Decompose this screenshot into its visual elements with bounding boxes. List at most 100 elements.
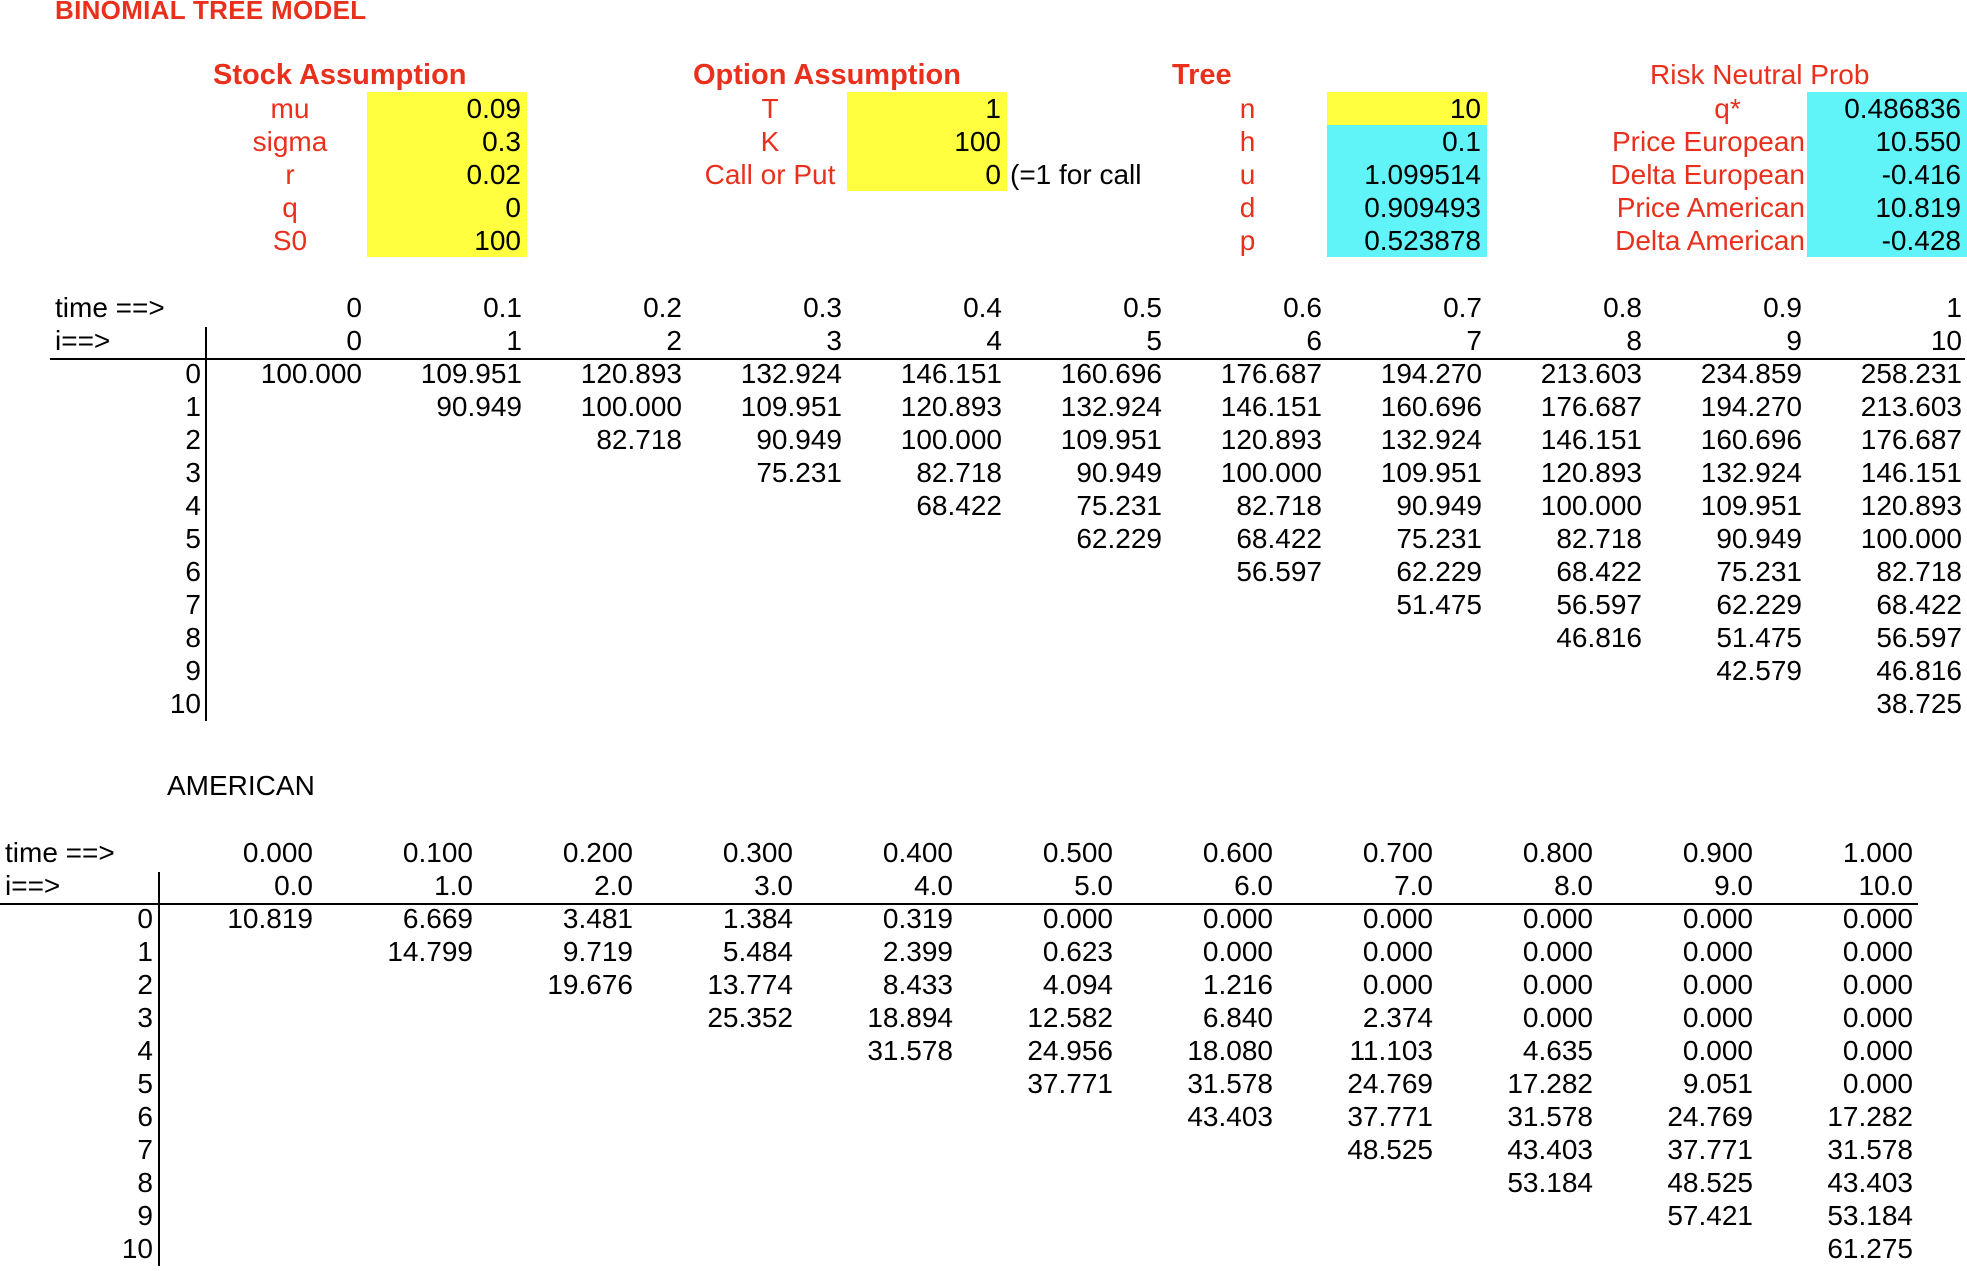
stock-tree-cell: 75.231 xyxy=(1716,556,1802,587)
american-tree-row-label: 1 xyxy=(137,936,153,967)
tree-label-n: n xyxy=(1239,93,1256,124)
stock-input-mu[interactable]: 0.09 xyxy=(367,92,527,125)
stock-tree-time-label: time ==> xyxy=(55,292,165,323)
option-input-k[interactable]: 100 xyxy=(847,125,1007,158)
american-tree-cell: 31.578 xyxy=(1187,1068,1273,1099)
american-tree-step-header: 9.0 xyxy=(1714,870,1753,901)
stock-tree-cell: 213.603 xyxy=(1540,358,1642,389)
stock-tree-step-header: 2 xyxy=(666,325,682,356)
stock-tree-cell: 42.579 xyxy=(1716,655,1802,686)
american-tree-time-header: 0.500 xyxy=(1042,837,1113,868)
american-tree-row-label: 9 xyxy=(137,1200,153,1231)
risk-output-delta-european: -0.416 xyxy=(1807,158,1967,191)
american-tree-row-label: 0 xyxy=(137,903,153,934)
stock-tree-cell: 160.696 xyxy=(1380,391,1482,422)
american-tree-cell: 0.000 xyxy=(1842,1035,1913,1066)
american-tree-cell: 0.000 xyxy=(1202,936,1273,967)
stock-input-q[interactable]: 0 xyxy=(367,191,527,224)
risk-label-qstar: q* xyxy=(1714,93,1741,124)
stock-tree-cell: 132.924 xyxy=(740,358,842,389)
american-tree-cell: 17.282 xyxy=(1827,1101,1913,1132)
american-tree-cell: 0.000 xyxy=(1682,903,1753,934)
american-tree-cell: 57.421 xyxy=(1667,1200,1753,1231)
risk-label-delta-american: Delta American xyxy=(1615,225,1805,256)
american-tree-cell: 4.635 xyxy=(1522,1035,1593,1066)
stock-tree-cell: 100.000 xyxy=(1220,457,1322,488)
stock-tree-cell: 82.718 xyxy=(596,424,682,455)
american-tree-cell: 18.894 xyxy=(867,1002,953,1033)
stock-label-q: q xyxy=(282,192,298,223)
stock-tree-row-label: 3 xyxy=(185,457,201,488)
stock-tree-row-label: 8 xyxy=(185,622,201,653)
stock-tree-cell: 120.893 xyxy=(1860,490,1962,521)
option-input-t[interactable]: 1 xyxy=(847,92,1007,125)
american-tree-cell: 0.000 xyxy=(1842,1068,1913,1099)
american-tree-cell: 0.000 xyxy=(1842,903,1913,934)
stock-tree-cell: 109.951 xyxy=(1380,457,1482,488)
stock-label-sigma: sigma xyxy=(252,126,328,157)
stock-tree-step-header: 5 xyxy=(1146,325,1162,356)
american-tree-time-label: time ==> xyxy=(5,837,115,868)
american-tree-time-header: 0.600 xyxy=(1202,837,1273,868)
stock-tree-time-header: 0.9 xyxy=(1763,292,1802,323)
american-tree-cell: 19.676 xyxy=(547,969,633,1000)
stock-tree-cell: 132.924 xyxy=(1060,391,1162,422)
american-tree-time-header: 0.000 xyxy=(242,837,313,868)
stock-input-s0[interactable]: 100 xyxy=(367,224,527,257)
american-tree-cell: 0.000 xyxy=(1682,969,1753,1000)
american-tree-cell: 9.051 xyxy=(1682,1068,1753,1099)
option-assumption-header: Option Assumption xyxy=(693,59,961,91)
stock-tree-row-label: 7 xyxy=(185,589,201,620)
american-tree-cell: 12.582 xyxy=(1027,1002,1113,1033)
american-tree-vertical-divider xyxy=(158,872,160,1266)
stock-tree-cell: 68.422 xyxy=(1236,523,1322,554)
stock-input-r[interactable]: 0.02 xyxy=(367,158,527,191)
american-tree-cell: 31.578 xyxy=(1507,1101,1593,1132)
stock-tree-cell: 68.422 xyxy=(916,490,1002,521)
risk-output-qstar: 0.486836 xyxy=(1807,92,1967,125)
stock-tree-cell: 90.949 xyxy=(1716,523,1802,554)
american-tree-step-header: 5.0 xyxy=(1074,870,1113,901)
option-input-call-or-put[interactable]: 0 xyxy=(847,158,1007,191)
american-tree-step-header: 1.0 xyxy=(434,870,473,901)
american-section-label: AMERICAN xyxy=(167,770,315,801)
stock-tree-time-header: 0.5 xyxy=(1123,292,1162,323)
stock-tree-cell: 132.924 xyxy=(1380,424,1482,455)
stock-tree-time-header: 0.1 xyxy=(483,292,522,323)
american-tree-row-label: 7 xyxy=(137,1134,153,1165)
stock-tree-cell: 38.725 xyxy=(1876,688,1962,719)
american-tree-cell: 37.771 xyxy=(1667,1134,1753,1165)
american-tree-cell: 24.769 xyxy=(1347,1068,1433,1099)
stock-input-sigma[interactable]: 0.3 xyxy=(367,125,527,158)
stock-tree-time-header: 1 xyxy=(1946,292,1962,323)
stock-tree-cell: 100.000 xyxy=(580,391,682,422)
stock-tree-time-header: 0.4 xyxy=(963,292,1002,323)
tree-input-n[interactable]: 10 xyxy=(1327,92,1487,125)
stock-tree-step-header: 6 xyxy=(1306,325,1322,356)
american-tree-cell: 5.484 xyxy=(722,936,793,967)
american-tree-cell: 2.374 xyxy=(1362,1002,1433,1033)
option-label-call-or-put: Call or Put xyxy=(704,159,836,190)
stock-tree-cell: 146.151 xyxy=(900,358,1002,389)
stock-label-r: r xyxy=(285,159,295,190)
stock-tree-cell: 90.949 xyxy=(1396,490,1482,521)
american-tree-cell: 48.525 xyxy=(1667,1167,1753,1198)
page-title: BINOMIAL TREE MODEL xyxy=(55,0,367,25)
stock-tree-cell: 100.000 xyxy=(900,424,1002,455)
risk-output-delta-american: -0.428 xyxy=(1807,224,1967,257)
stock-tree-cell: 82.718 xyxy=(1236,490,1322,521)
stock-tree-cell: 56.597 xyxy=(1236,556,1322,587)
stock-tree-cell: 56.597 xyxy=(1876,622,1962,653)
stock-tree-cell: 132.924 xyxy=(1700,457,1802,488)
stock-tree-step-header: 7 xyxy=(1466,325,1482,356)
stock-tree-step-header: 0 xyxy=(346,325,362,356)
stock-tree-cell: 75.231 xyxy=(1076,490,1162,521)
stock-tree-row-label: 4 xyxy=(185,490,201,521)
american-tree-cell: 1.384 xyxy=(722,903,793,934)
stock-tree-cell: 68.422 xyxy=(1556,556,1642,587)
stock-tree-horizontal-divider xyxy=(50,358,1965,360)
tree-output-p: 0.523878 xyxy=(1327,224,1487,257)
stock-tree-time-header: 0.8 xyxy=(1603,292,1642,323)
stock-tree-step-header: 1 xyxy=(506,325,522,356)
american-tree-row-label: 4 xyxy=(137,1035,153,1066)
